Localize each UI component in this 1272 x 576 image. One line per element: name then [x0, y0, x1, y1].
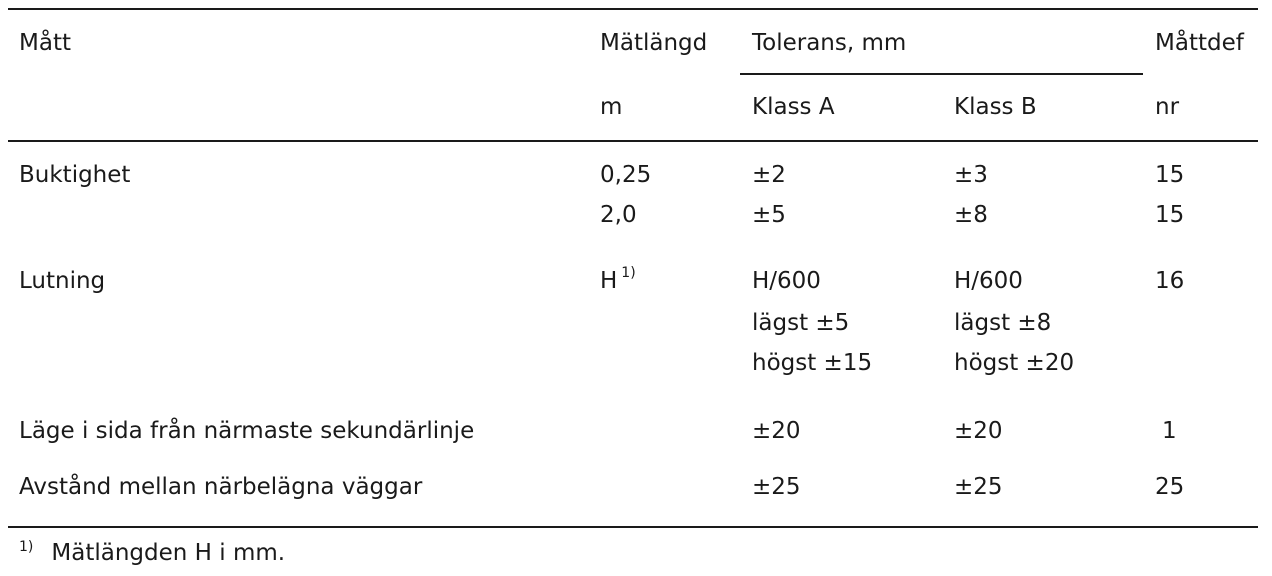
row-lutning-klass-b-3: högst ±20	[954, 350, 1075, 376]
row-buktighet-length-1: 0,25	[600, 162, 652, 188]
row-lutning-klass-a-2: lägst ±5	[752, 310, 850, 336]
header-matlangd: Mätlängd	[600, 30, 708, 56]
row-lutning-klass-b-2: lägst ±8	[954, 310, 1052, 336]
header-matt: Mått	[19, 30, 71, 56]
row-avstand-klass-b: ±25	[954, 474, 1003, 500]
table-top-rule	[8, 8, 1258, 10]
row-buktighet-klass-a-1: ±2	[752, 162, 786, 188]
row-lutning-klass-a-3: högst ±15	[752, 350, 873, 376]
row-lutning-klass-a-1: H/600	[752, 268, 821, 294]
row-lutning-klass-b-1: H/600	[954, 268, 1023, 294]
row-lage-nr: 1	[1162, 418, 1177, 444]
row-avstand-label: Avstånd mellan närbelägna väggar	[19, 474, 423, 500]
header-mattdef: Måttdef	[1155, 30, 1244, 56]
row-lage-label: Läge i sida från närmaste sekundärlinje	[19, 418, 475, 444]
row-avstand-nr: 25	[1155, 474, 1185, 500]
row-lage-klass-a: ±20	[752, 418, 801, 444]
row-lutning-nr: 16	[1155, 268, 1185, 294]
header-klass-a: Klass A	[752, 94, 835, 120]
footnote-text: Mätlängden H i mm.	[51, 540, 286, 566]
row-lutning-label: Lutning	[19, 268, 106, 294]
row-lutning-length: H 1)	[600, 264, 636, 301]
table-bottom-rule	[8, 526, 1258, 528]
tolerans-underline	[740, 73, 1143, 75]
row-buktighet-klass-b-1: ±3	[954, 162, 988, 188]
row-buktighet-nr-2: 15	[1155, 202, 1185, 228]
row-buktighet-nr-1: 15	[1155, 162, 1185, 188]
row-buktighet-length-2: 2,0	[600, 202, 637, 228]
header-bottom-rule	[8, 140, 1258, 142]
row-buktighet-klass-a-2: ±5	[752, 202, 786, 228]
row-buktighet-label: Buktighet	[19, 162, 131, 188]
header-tolerans: Tolerans, mm	[752, 30, 907, 56]
row-lutning-length-note: 1)	[621, 265, 636, 281]
header-matlangd-unit: m	[600, 94, 623, 120]
header-klass-b: Klass B	[954, 94, 1037, 120]
header-mattdef-unit: nr	[1155, 94, 1180, 120]
row-lage-klass-b: ±20	[954, 418, 1003, 444]
row-avstand-klass-a: ±25	[752, 474, 801, 500]
footnote: 1) Mätlängden H i mm.	[19, 536, 285, 573]
row-buktighet-klass-b-2: ±8	[954, 202, 988, 228]
footnote-marker: 1)	[19, 539, 34, 555]
row-lutning-length-value: H	[600, 268, 618, 294]
